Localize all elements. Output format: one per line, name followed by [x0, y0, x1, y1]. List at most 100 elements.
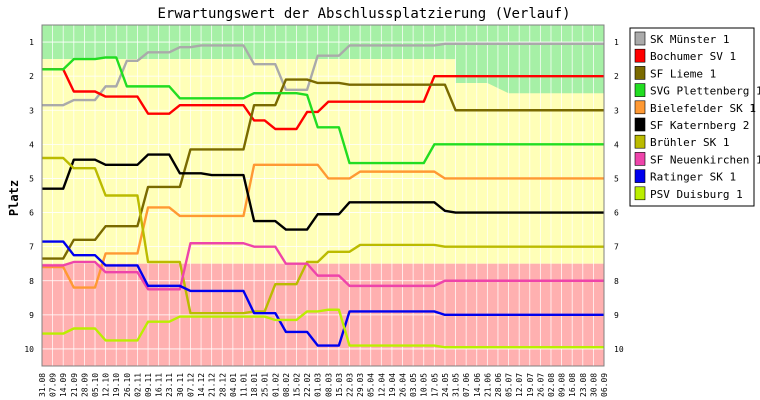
x-tick-label: 19.10: [112, 373, 121, 397]
y-tick-label-right: 2: [614, 72, 619, 81]
series-line-4: [42, 56, 604, 165]
x-tick-label: 21.12: [208, 373, 217, 397]
x-tick-label: 21.06: [483, 373, 492, 397]
x-tick-label: 07.12: [186, 373, 195, 397]
x-tick-label: 18.01: [250, 373, 259, 397]
legend-box: [629, 27, 755, 207]
x-tick-label: 05.10: [91, 373, 100, 397]
legend-swatch: [634, 152, 646, 166]
x-tick-label: 19.07: [526, 373, 535, 397]
legend-label: SF Lieme 1: [650, 67, 716, 80]
x-tick-label: 28.06: [494, 373, 503, 397]
series-line-8: [42, 242, 604, 291]
series-line-3: [42, 78, 604, 260]
series-line-7: [42, 156, 604, 315]
y-tick-label-right: 8: [614, 277, 619, 286]
x-tick-label: 15.02: [292, 373, 301, 397]
y-tick-label-right: 3: [614, 106, 619, 115]
x-tick-label: 12.07: [515, 373, 524, 397]
x-tick-label: 31.05: [452, 373, 461, 397]
x-tick-label: 14.12: [197, 373, 206, 397]
legend-label: Brühler SK 1: [650, 136, 729, 149]
series-lines: [42, 42, 604, 349]
y-tick-labels-right: 1 2 3 4 5 6 7 8 9 10: [614, 38, 624, 354]
x-tick-label: 01.02: [271, 373, 280, 397]
y-tick-label-left: 10: [24, 345, 34, 354]
chart-title: Erwartungswert der Abschlussplatzierung …: [157, 6, 570, 22]
legend-label: SF Katernberg 2: [650, 119, 749, 132]
x-tick-labels: 31.08 07.09 14.09 21.09 28.09 05.10 12.10 19.10…: [38, 373, 609, 397]
legend-label: SVG Plettenberg 1: [650, 85, 760, 98]
plot-border: [41, 24, 605, 367]
legend-label: PSV Duisburg 1: [650, 188, 743, 201]
series-line-9: [42, 240, 604, 347]
y-tick-label-left: 1: [29, 38, 34, 47]
x-tick-label: 02.11: [133, 373, 142, 397]
x-tick-label: 31.08: [38, 373, 47, 397]
y-tick-label-right: 4: [614, 140, 619, 149]
series-line-2: [42, 68, 604, 131]
x-tick-label: 12.04: [377, 373, 386, 397]
x-tick-label: 03.05: [409, 373, 418, 397]
x-tick-label: 23.08: [579, 373, 588, 397]
legend-swatch: [634, 169, 646, 183]
x-tick-label: 07.09: [49, 373, 58, 397]
x-tick-label: 01.03: [314, 373, 323, 397]
y-tick-label-right: 5: [614, 174, 619, 183]
series-line-6: [42, 153, 604, 231]
series-line-10: [42, 308, 604, 349]
x-tick-label: 06.09: [600, 373, 609, 397]
x-tick-label: 23.11: [165, 373, 174, 397]
x-tick-label: 22.02: [303, 373, 312, 397]
x-tick-label: 09.11: [144, 373, 153, 397]
y-tick-label-right: 6: [614, 209, 619, 218]
x-tick-label: 17.05: [430, 373, 439, 397]
x-tick-label: 26.07: [536, 373, 545, 397]
x-tick-label: 10.05: [420, 373, 429, 397]
x-tick-label: 19.04: [388, 373, 397, 397]
x-tick-label: 26.04: [399, 373, 408, 397]
y-tick-label-left: 4: [29, 140, 34, 149]
x-tick-label: 22.03: [346, 373, 355, 397]
x-tick-label: 24.05: [441, 373, 450, 397]
zone-top-tail: [444, 25, 604, 94]
x-tick-label: 14.06: [473, 373, 482, 397]
x-tick-label: 12.10: [102, 373, 111, 397]
y-tick-labels-left: 1 2 3 4 5 6 7 8 9 10: [24, 38, 34, 354]
legend-label: Bochumer SV 1: [650, 50, 736, 63]
legend-swatch: [634, 100, 646, 115]
y-tick-label-left: 7: [29, 243, 34, 252]
y-tick-label-right: 9: [614, 311, 619, 320]
legend-label: Bielefelder SK 1: [650, 102, 756, 115]
x-tick-label: 29.03: [356, 373, 365, 397]
y-tick-label-right: 10: [614, 345, 624, 354]
y-tick-label-right: 1: [614, 38, 619, 47]
x-tick-label: 30.08: [589, 373, 598, 397]
x-tick-label: 21.09: [70, 373, 79, 397]
legend-swatch: [634, 117, 646, 132]
x-tick-label: 08.03: [324, 373, 333, 397]
series-line-5: [42, 163, 604, 289]
x-tick-label: 04.01: [229, 373, 238, 397]
legend-swatch: [634, 48, 646, 63]
legend-swatch: [634, 66, 646, 80]
x-tick-label: 07.06: [462, 373, 471, 397]
legend-label: Ratinger SK 1: [650, 171, 736, 184]
series-line-1: [42, 42, 604, 107]
y-axis-label: Platz: [7, 180, 21, 216]
x-tick-label: 05.07: [505, 373, 514, 397]
y-tick-label-left: 6: [29, 209, 34, 218]
x-tick-label: 08.02: [282, 373, 291, 397]
x-tick-label: 16.08: [568, 373, 577, 397]
legend-label: SF Neuenkirchen 1: [650, 153, 760, 166]
legend-swatch: [634, 83, 646, 97]
x-tick-label: 25.01: [261, 373, 270, 397]
legend-swatch: [634, 31, 646, 46]
x-tick-label: 09.08: [558, 373, 567, 397]
y-tick-label-left: 3: [29, 106, 34, 115]
x-tick-label: 11.01: [239, 373, 248, 397]
legend-label: SK Münster 1: [650, 33, 729, 46]
x-tick-label: 05.04: [367, 373, 376, 397]
legend-swatch: [634, 134, 646, 149]
